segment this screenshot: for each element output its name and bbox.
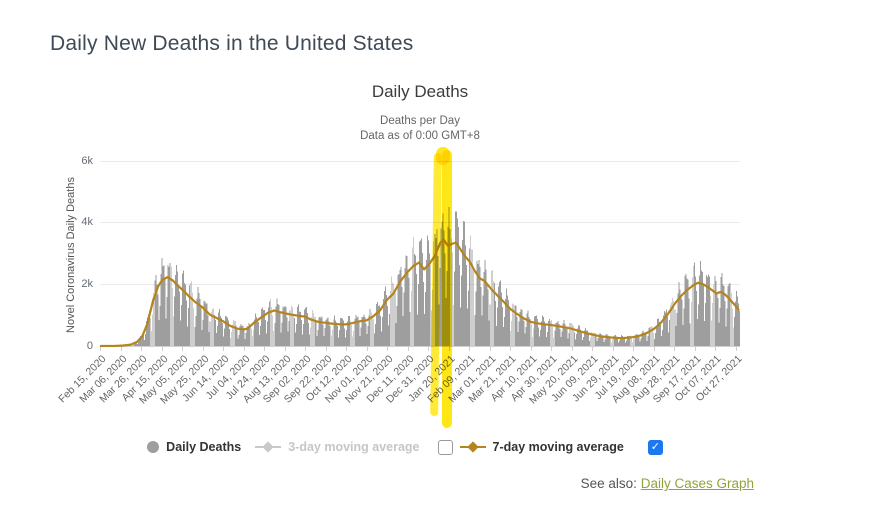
- see-also: See also: Daily Cases Graph: [581, 476, 754, 491]
- checkmark-icon: ✓: [650, 440, 660, 453]
- x-axis-line: [100, 346, 740, 347]
- legend-label-3day-average: 3-day moving average: [288, 440, 420, 454]
- legend-item-3day-average[interactable]: 3-day moving average: [255, 440, 420, 454]
- x-axis-tick-mark: [223, 347, 225, 351]
- chart-legend: Daily Deaths 3-day moving average 7-day …: [0, 437, 810, 457]
- x-axis-tick-mark: [202, 347, 204, 351]
- x-axis-tick-mark: [735, 347, 737, 351]
- x-axis-tick-mark: [366, 347, 368, 351]
- x-axis-tick-mark: [407, 347, 409, 351]
- x-axis-tick-mark: [530, 347, 532, 351]
- x-axis-tick-mark: [510, 347, 512, 351]
- legend-label-7day-average: 7-day moving average: [492, 440, 624, 454]
- x-axis-tick-mark: [571, 347, 573, 351]
- x-axis-tick-mark: [633, 347, 635, 351]
- x-axis-tick-mark: [161, 347, 163, 351]
- x-axis-tick-mark: [325, 347, 327, 351]
- 3day-average-checkbox[interactable]: [437, 439, 453, 455]
- x-axis-tick-mark: [182, 347, 184, 351]
- daily-deaths-marker-icon: [147, 441, 160, 453]
- x-axis-tick-mark: [469, 347, 471, 351]
- y-axis-tick-label: 2k: [81, 278, 93, 291]
- chart-title: Daily Deaths: [371, 82, 469, 101]
- y-axis-tick-label: 0: [86, 340, 93, 352]
- chart-subtitle-line1: Deaths per Day: [380, 115, 460, 127]
- page-title: Daily New Deaths in the United States: [50, 32, 414, 56]
- x-axis-tick-mark: [284, 347, 286, 351]
- see-also-label: See also:: [580, 476, 637, 491]
- daily-deaths-bars[interactable]: [117, 207, 740, 346]
- x-axis-tick-mark: [428, 347, 430, 351]
- x-axis-tick-mark: [674, 347, 676, 351]
- y-axis-tick-label: 6k: [81, 154, 93, 167]
- 7day-average-marker-icon: [459, 440, 486, 454]
- 7day-average-checkbox[interactable]: ✓: [647, 439, 663, 455]
- highlighter-stroke-right: [442, 150, 452, 428]
- x-axis-tick-mark: [489, 347, 491, 351]
- x-axis-tick-mark: [243, 347, 245, 351]
- 3day-average-marker-icon: [255, 440, 282, 454]
- deaths-chart-plot[interactable]: [100, 140, 740, 347]
- x-axis-tick-mark: [305, 347, 307, 351]
- x-axis-tick-mark: [100, 347, 101, 351]
- x-axis-tick-mark: [264, 347, 266, 351]
- x-axis-tick-mark: [346, 347, 348, 351]
- x-axis-tick-mark: [715, 347, 717, 351]
- x-axis-tick-mark: [141, 347, 143, 351]
- chart-subtitle-line2: Data as of 0:00 GMT+8: [360, 130, 480, 142]
- legend-item-7day-average[interactable]: 7-day moving average: [459, 440, 624, 454]
- y-axis-title: Novel Coronavirus Daily Deaths: [65, 177, 77, 333]
- gridline-6k: [100, 161, 740, 162]
- 7day-average-line[interactable]: [100, 238, 740, 347]
- x-axis-tick-mark: [694, 347, 696, 351]
- legend-item-daily-deaths[interactable]: Daily Deaths: [147, 440, 241, 454]
- x-axis-tick-mark: [612, 347, 614, 351]
- x-axis-tick-mark: [387, 347, 389, 351]
- x-axis-tick-mark: [653, 347, 655, 351]
- x-axis-tick-mark: [551, 347, 553, 351]
- x-axis-tick-mark: [592, 347, 594, 351]
- legend-label-daily-deaths: Daily Deaths: [166, 440, 242, 454]
- gridline-4k: [100, 222, 740, 223]
- y-axis-tick-label: 4k: [81, 216, 93, 229]
- x-axis-tick-mark: [120, 347, 122, 351]
- daily-cases-graph-link[interactable]: Daily Cases Graph: [640, 476, 754, 491]
